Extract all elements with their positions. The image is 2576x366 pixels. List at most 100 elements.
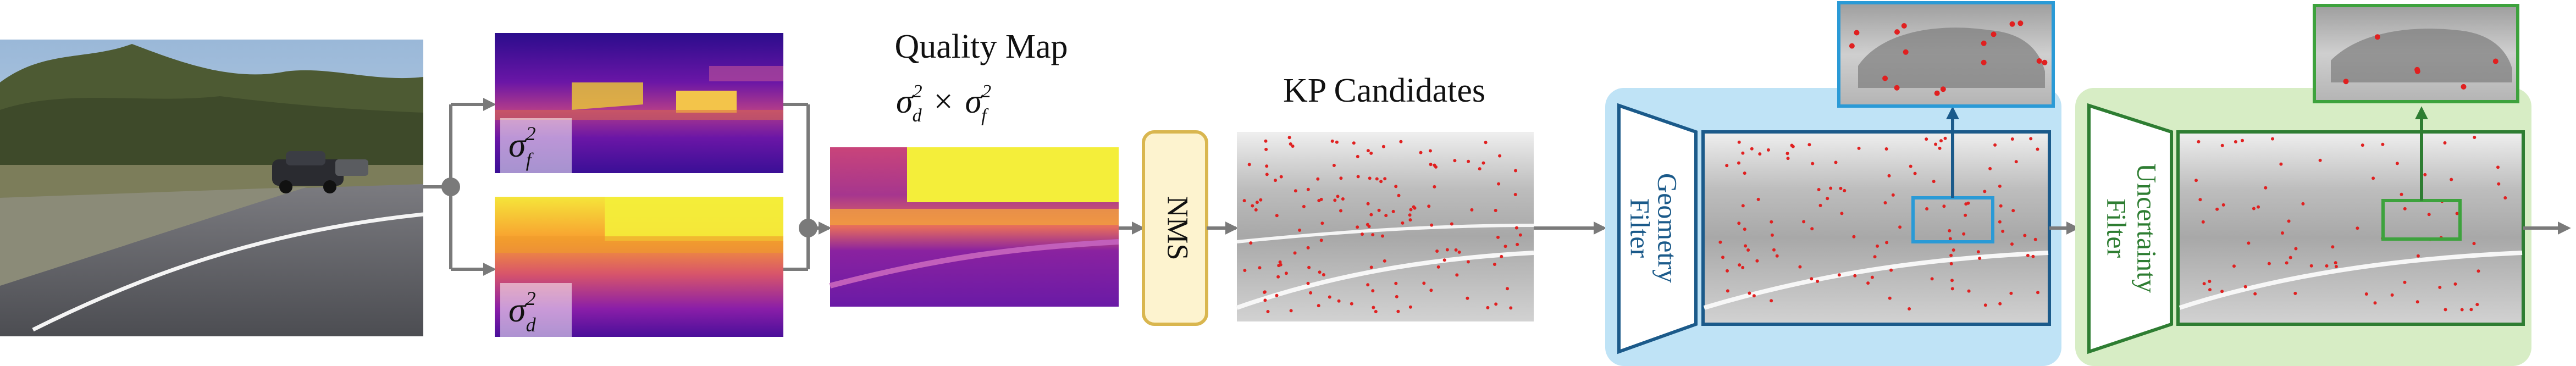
keypoint-dot (1429, 289, 1433, 292)
quality-map-heatmap (829, 147, 1119, 307)
keypoint-dot (2201, 220, 2205, 224)
keypoint-dot (1934, 90, 1940, 96)
keypoint-dot (1756, 197, 1760, 201)
keypoint-dot (1866, 281, 1870, 285)
keypoint-dot (1429, 163, 1433, 167)
keypoint-dot (1741, 151, 1745, 155)
keypoint-dot (1981, 40, 1987, 46)
keypoint-dot (1249, 241, 1253, 245)
keypoint-dot (1265, 164, 1269, 168)
keypoint-dot (1333, 198, 1337, 202)
keypoint-dot (1942, 204, 1946, 208)
kp-candidates-image (1236, 132, 1534, 321)
keypoint-dot (1772, 248, 1776, 252)
keypoint-dot (2036, 58, 2042, 64)
keypoint-dot (2257, 205, 2260, 209)
keypoint-dot (1264, 139, 1268, 143)
geometry-zoom-dots (1849, 20, 2048, 96)
keypoint-dot (2010, 137, 2014, 141)
keypoint-dot (1332, 164, 1336, 167)
keypoint-dot (1826, 197, 1829, 201)
keypoint-dot (2208, 288, 2212, 292)
keypoint-dot (1818, 203, 1822, 207)
nms-label: NMS (1162, 196, 1195, 260)
keypoint-dot (1811, 162, 1815, 165)
keypoint-dot (1978, 257, 1982, 260)
keypoint-dot (2264, 186, 2268, 190)
keypoint-dot (1497, 182, 1501, 186)
keypoint-dot (1976, 250, 1980, 254)
keypoint-dot (1837, 273, 1841, 277)
keypoint-dot (1396, 309, 1400, 313)
keypoint-dot (1790, 143, 1794, 147)
keypoint-dot (2374, 34, 2380, 40)
keypoint-dot (1993, 143, 1997, 147)
keypoint-dot (1395, 295, 1398, 298)
keypoint-dot (1981, 59, 1987, 65)
keypoint-dot (1263, 290, 1267, 294)
keypoint-dot (1409, 208, 1413, 212)
keypoint-dot (1274, 179, 1277, 182)
keypoint-dot (1486, 306, 1490, 309)
keypoint-dot (1950, 287, 1954, 291)
keypoint-dot (1457, 250, 1461, 254)
keypoint-dot (2220, 290, 2224, 293)
keypoint-dot (1888, 296, 1892, 300)
keypoint-dot (1889, 268, 1893, 272)
keypoint-dot (1279, 175, 1283, 179)
keypoint-dot (2301, 202, 2305, 206)
quality-map-formula: σ2 d × σ2 f (896, 81, 991, 126)
keypoint-dot (2390, 293, 2394, 297)
keypoint-dot (2472, 242, 2476, 246)
keypoint-dot (1381, 234, 1384, 238)
keypoint-dot (1319, 197, 1323, 201)
keypoint-dot (1884, 147, 1888, 151)
geometry-filter-label-1: Geometry (1652, 173, 1683, 283)
sigma-d-label: σ2 d (508, 287, 537, 336)
keypoint-dot (1247, 163, 1251, 167)
keypoint-dot (1496, 235, 1500, 239)
keypoint-dot (1435, 249, 1439, 253)
keypoint-dot (1849, 43, 1855, 49)
keypoint-dot (2197, 140, 2201, 143)
keypoint-dot (1898, 225, 1902, 229)
uncertainty-filter-label-1: Uncertainty (2132, 163, 2163, 293)
keypoint-dot (2461, 84, 2467, 90)
keypoint-dot (2395, 162, 2399, 165)
keypoint-dot (1894, 85, 1900, 91)
keypoint-dot (1770, 299, 1773, 303)
keypoint-dot (1366, 202, 1370, 206)
keypoint-dot (1369, 213, 1373, 217)
sigma-d-label-box (500, 283, 572, 338)
geometry-filter-label-2: Filter (1625, 198, 1656, 258)
keypoint-dot (1352, 141, 1356, 145)
keypoint-dot (1901, 23, 1907, 29)
keypoint-dot (2234, 140, 2237, 143)
keypoint-dot (1746, 248, 1750, 252)
keypoint-dot (1384, 214, 1388, 218)
keypoint-dot (1266, 310, 1270, 313)
keypoint-dot (2455, 212, 2459, 215)
keypoint-dot (1518, 233, 1522, 237)
keypoint-dot (1276, 275, 1280, 279)
keypoint-dot (1254, 208, 1258, 212)
keypoint-dot (2267, 262, 2271, 265)
keypoint-dot (1852, 235, 1856, 239)
keypoint-dot (1967, 289, 1971, 293)
keypoint-dot (1482, 161, 1485, 165)
keypoint-dot (1999, 204, 2003, 208)
keypoint-dot (1391, 209, 1395, 213)
keypoint-dot (1934, 142, 1938, 146)
keypoint-dot (1394, 185, 1398, 188)
keypoint-dot (1810, 277, 1814, 281)
keypoint-dot (1952, 248, 1955, 252)
keypoint-dot (1741, 265, 1745, 269)
keypoint-dot (1242, 199, 1246, 203)
keypoint-dot (1279, 263, 1283, 267)
keypoint-dot (1401, 221, 1405, 225)
keypoint-dot (2009, 21, 2015, 27)
keypoint-dot (2334, 265, 2338, 268)
keypoint-dot (1913, 171, 1917, 175)
keypoint-dot (1408, 218, 1412, 222)
keypoint-dot (1738, 263, 1742, 267)
